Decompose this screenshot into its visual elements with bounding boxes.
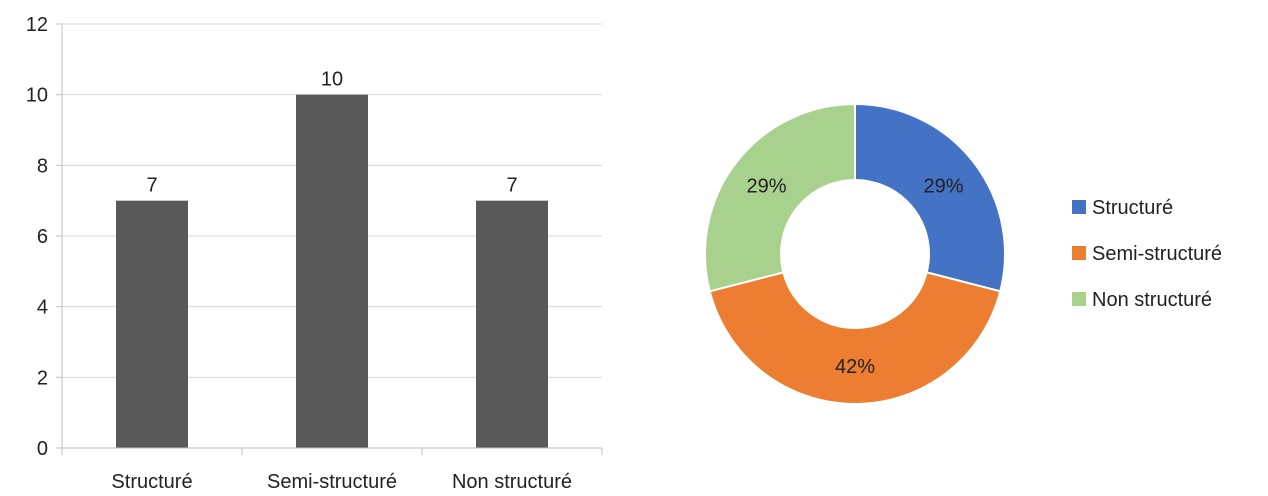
bar-data-label: 10 <box>321 69 343 91</box>
legend-label: Semi-structuré <box>1092 243 1222 265</box>
x-category-label: Semi-structuré <box>267 471 397 493</box>
donut-slices <box>704 102 1006 405</box>
y-tick-label: 2 <box>37 367 48 389</box>
donut-legend: Structuré Semi-structuré Non structuré <box>1072 197 1222 311</box>
y-tick-label: 4 <box>37 297 48 319</box>
donut-chart: 29% 42% 29% Structuré Semi-structuré Non str… <box>704 102 1222 405</box>
bar-y-axis-ticks: 0 2 4 6 8 10 12 <box>26 14 63 460</box>
legend-swatch <box>1072 246 1086 260</box>
donut-value-label: 29% <box>746 175 786 197</box>
y-tick-label: 12 <box>26 14 48 36</box>
bar-data-label: 7 <box>506 175 517 197</box>
donut-slice-2 <box>708 271 1002 405</box>
legend-label: Structuré <box>1092 197 1173 219</box>
legend-swatch <box>1072 292 1086 306</box>
x-category-label: Non structuré <box>452 471 572 493</box>
bar-chart: 0 2 4 6 8 10 12 7 10 7 Structuré Semi-structuré No… <box>26 14 603 493</box>
bar-3 <box>476 200 548 448</box>
donut-value-label: 42% <box>835 356 875 378</box>
bar-x-axis: Structuré Semi-structuré Non structuré <box>61 447 603 493</box>
donut-slice-3 <box>704 102 856 293</box>
bar-series <box>116 94 548 449</box>
y-tick-label: 8 <box>37 155 48 177</box>
bar-data-label: 7 <box>146 175 157 197</box>
y-tick-label: 0 <box>37 438 48 460</box>
donut-value-labels: 29% 42% 29% <box>746 175 963 378</box>
x-category-label: Structuré <box>111 471 192 493</box>
donut-value-label: 29% <box>923 175 963 197</box>
legend-swatch <box>1072 200 1086 214</box>
legend-label: Non structuré <box>1092 289 1212 311</box>
y-tick-label: 6 <box>37 226 48 248</box>
bar-1 <box>116 200 188 448</box>
donut-slice-1 <box>854 102 1006 293</box>
y-tick-label: 10 <box>26 85 48 107</box>
bar-2 <box>296 94 368 449</box>
bar-data-labels: 7 10 7 <box>146 69 517 197</box>
